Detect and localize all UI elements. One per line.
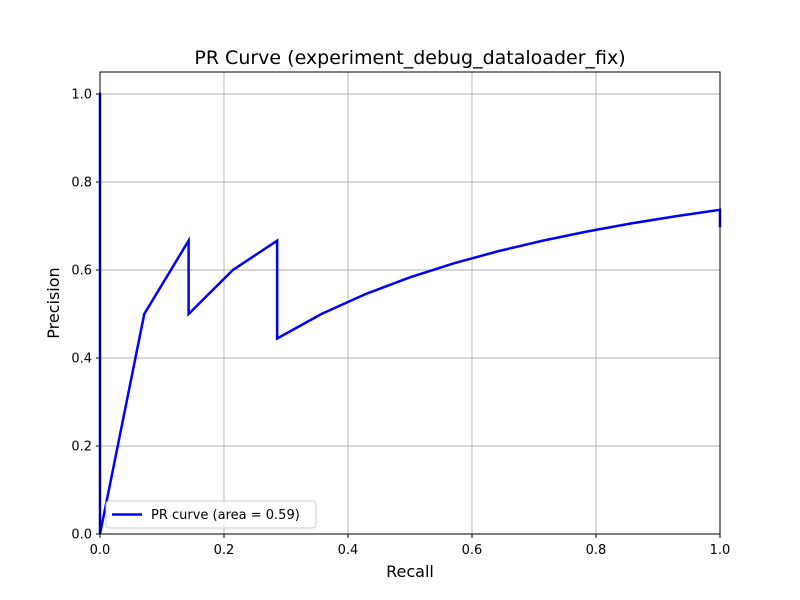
- pr-curve-line: [98, 92, 722, 535]
- legend-box: [105, 500, 317, 529]
- x-axis-label: Recall: [386, 562, 434, 581]
- x-tick-label: 1.0: [710, 543, 731, 558]
- y-tick-label: 0.8: [71, 176, 92, 191]
- x-tick-label: 0.6: [462, 543, 483, 558]
- y-tick-label: 0.6: [71, 264, 92, 279]
- y-tick-label: 0.2: [71, 440, 92, 455]
- plot-frame: [99, 71, 721, 535]
- x-tick-label: 0.0: [90, 543, 111, 558]
- x-tick-label: 0.8: [586, 543, 607, 558]
- y-tick-label: 0.0: [71, 528, 92, 543]
- x-tick-label: 0.2: [214, 543, 235, 558]
- y-tick-label: 0.4: [71, 352, 92, 367]
- legend: PR curve (area = 0.59): [105, 500, 317, 529]
- x-tick-label: 0.4: [338, 543, 359, 558]
- chart-title: PR Curve (experiment_debug_dataloader_fi…: [194, 47, 625, 69]
- data-series: [98, 92, 722, 535]
- legend-entry-label: PR curve (area = 0.59): [151, 508, 300, 523]
- axis-ticks: 0.0 0.2 0.4 0.6 0.8 1.0 0.0 0.2 0.4 0.6 0.8 1.0: [71, 88, 730, 559]
- y-tick-label: 1.0: [71, 88, 92, 103]
- y-axis-label: Precision: [44, 267, 63, 338]
